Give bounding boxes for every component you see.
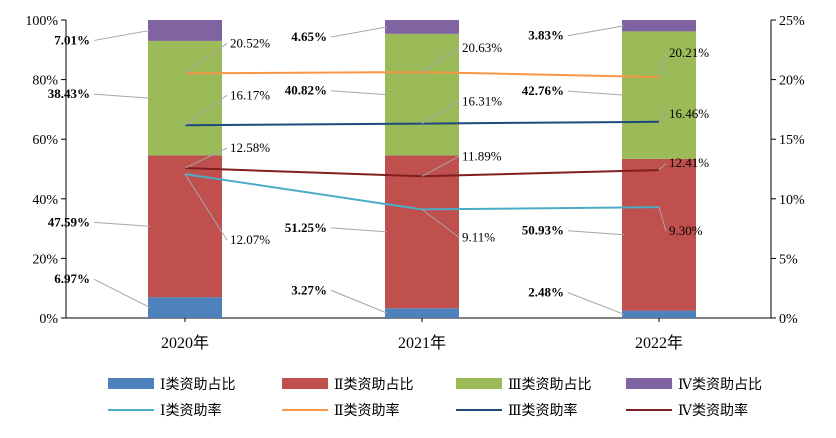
bar-label-leader — [567, 25, 625, 37]
line-label-leader — [658, 113, 667, 123]
line-label-leader — [658, 162, 667, 171]
bar-segment-label: 4.65% — [291, 29, 327, 44]
bar-segment — [148, 20, 222, 41]
legend-label: Ⅱ类资助率 — [334, 402, 400, 419]
legend-swatch — [626, 378, 672, 389]
bar-segment-label: 50.93% — [522, 223, 564, 238]
x-tick-label: 2021年 — [398, 334, 446, 352]
rate-label: 20.21% — [669, 45, 709, 60]
legend-label: Ⅰ类资助率 — [160, 402, 222, 419]
rate-label: 20.52% — [230, 35, 270, 50]
bar-segment-label: 51.25% — [285, 220, 327, 235]
bar-segment-label: 38.43% — [48, 86, 90, 101]
rate-label: 16.31% — [462, 94, 502, 109]
right-tick-label: 25% — [779, 14, 805, 29]
line-label-leader — [658, 207, 667, 232]
line-label-leader — [421, 101, 460, 125]
rate-label: 16.17% — [230, 87, 270, 102]
bar-segment — [148, 40, 222, 156]
rate-label: 16.46% — [669, 106, 709, 121]
bar-segment-label: 40.82% — [285, 83, 327, 98]
bar-segment — [622, 310, 696, 318]
bar-segment-label: 47.59% — [48, 214, 90, 229]
legend-label: Ⅳ类资助占比 — [678, 377, 762, 393]
bar-label-leader — [330, 90, 388, 96]
bar-label-leader — [93, 29, 151, 41]
right-tick-label: 20% — [779, 74, 805, 89]
bar-label-leader — [567, 292, 625, 315]
bar-segment — [385, 308, 459, 318]
bar-segment-label: 3.27% — [291, 282, 327, 297]
rate-label: 11.89% — [462, 148, 502, 163]
bar-segment — [622, 158, 696, 311]
line-label-leader — [184, 147, 228, 169]
legend-label: Ⅲ类资助占比 — [508, 377, 592, 393]
x-tick-label: 2020年 — [161, 334, 209, 352]
line-label-leader — [658, 52, 667, 78]
line-label-leader — [184, 94, 228, 126]
bar-segment-label: 2.48% — [528, 285, 564, 300]
line-label-leader — [421, 47, 460, 73]
data-labels: 6.97% 3.27% 2.48% 47.59% 51.25% 50.93% 38.43% 4… — [48, 25, 709, 315]
bar-label-leader — [330, 26, 388, 38]
legend-swatch — [456, 378, 502, 389]
legend-label: Ⅱ类资助占比 — [334, 377, 414, 393]
rate-label: 12.41% — [669, 155, 709, 170]
bar-segment-label: 3.83% — [528, 28, 564, 43]
bar-label-leader — [330, 227, 388, 233]
legend-swatch — [108, 378, 154, 389]
bar-segment — [622, 20, 696, 32]
left-tick-label: 80% — [32, 74, 58, 89]
bar-segment — [385, 33, 459, 156]
bars — [148, 20, 696, 318]
right-tick-label: 10% — [779, 193, 805, 208]
legend: Ⅰ类资助占比 Ⅱ类资助占比 Ⅲ类资助占比 Ⅳ类资助占比 Ⅰ类资助率 Ⅱ类资助率 Ⅲ类资助率 Ⅳ… — [108, 377, 762, 419]
line-label-leader — [184, 173, 228, 241]
bar-label-leader — [567, 90, 625, 96]
left-tick-label: 40% — [32, 193, 58, 208]
legend-swatch — [282, 378, 328, 389]
rate-label: 9.30% — [669, 223, 703, 238]
left-tick-label: 100% — [25, 14, 58, 29]
legend-label: Ⅰ类资助占比 — [160, 377, 236, 393]
rate-label: 9.11% — [462, 229, 495, 244]
rate-label: 20.63% — [462, 40, 502, 55]
bar-segment — [148, 155, 222, 298]
bar-label-leader — [93, 221, 151, 227]
right-tick-label: 0% — [779, 312, 798, 327]
bar-label-leader — [330, 289, 388, 314]
bar-segment-label: 42.76% — [522, 83, 564, 98]
x-tick-label: 2022年 — [635, 334, 683, 352]
right-tick-label: 15% — [779, 133, 805, 148]
bar-label-leader — [567, 230, 625, 236]
left-tick-label: 60% — [32, 133, 58, 148]
bar-segment — [622, 31, 696, 159]
line-label-leader — [421, 209, 460, 238]
bar-segment-label: 7.01% — [54, 32, 90, 47]
bar-segment — [148, 297, 222, 318]
legend-label: Ⅲ类资助率 — [508, 402, 578, 419]
bar-label-leader — [93, 278, 151, 309]
line-label-leader — [184, 42, 228, 74]
left-tick-label: 20% — [32, 252, 58, 267]
left-tick-label: 0% — [39, 312, 58, 327]
bar-segment — [385, 155, 459, 309]
rate-label: 12.07% — [230, 232, 270, 247]
bar-label-leader — [93, 93, 151, 99]
legend-label: Ⅳ类资助率 — [678, 402, 748, 419]
bar-segment-label: 6.97% — [54, 271, 90, 286]
bar-segment — [385, 20, 459, 34]
rate-label: 12.58% — [230, 140, 270, 155]
line-label-leader — [421, 155, 460, 177]
right-tick-label: 5% — [779, 252, 798, 267]
